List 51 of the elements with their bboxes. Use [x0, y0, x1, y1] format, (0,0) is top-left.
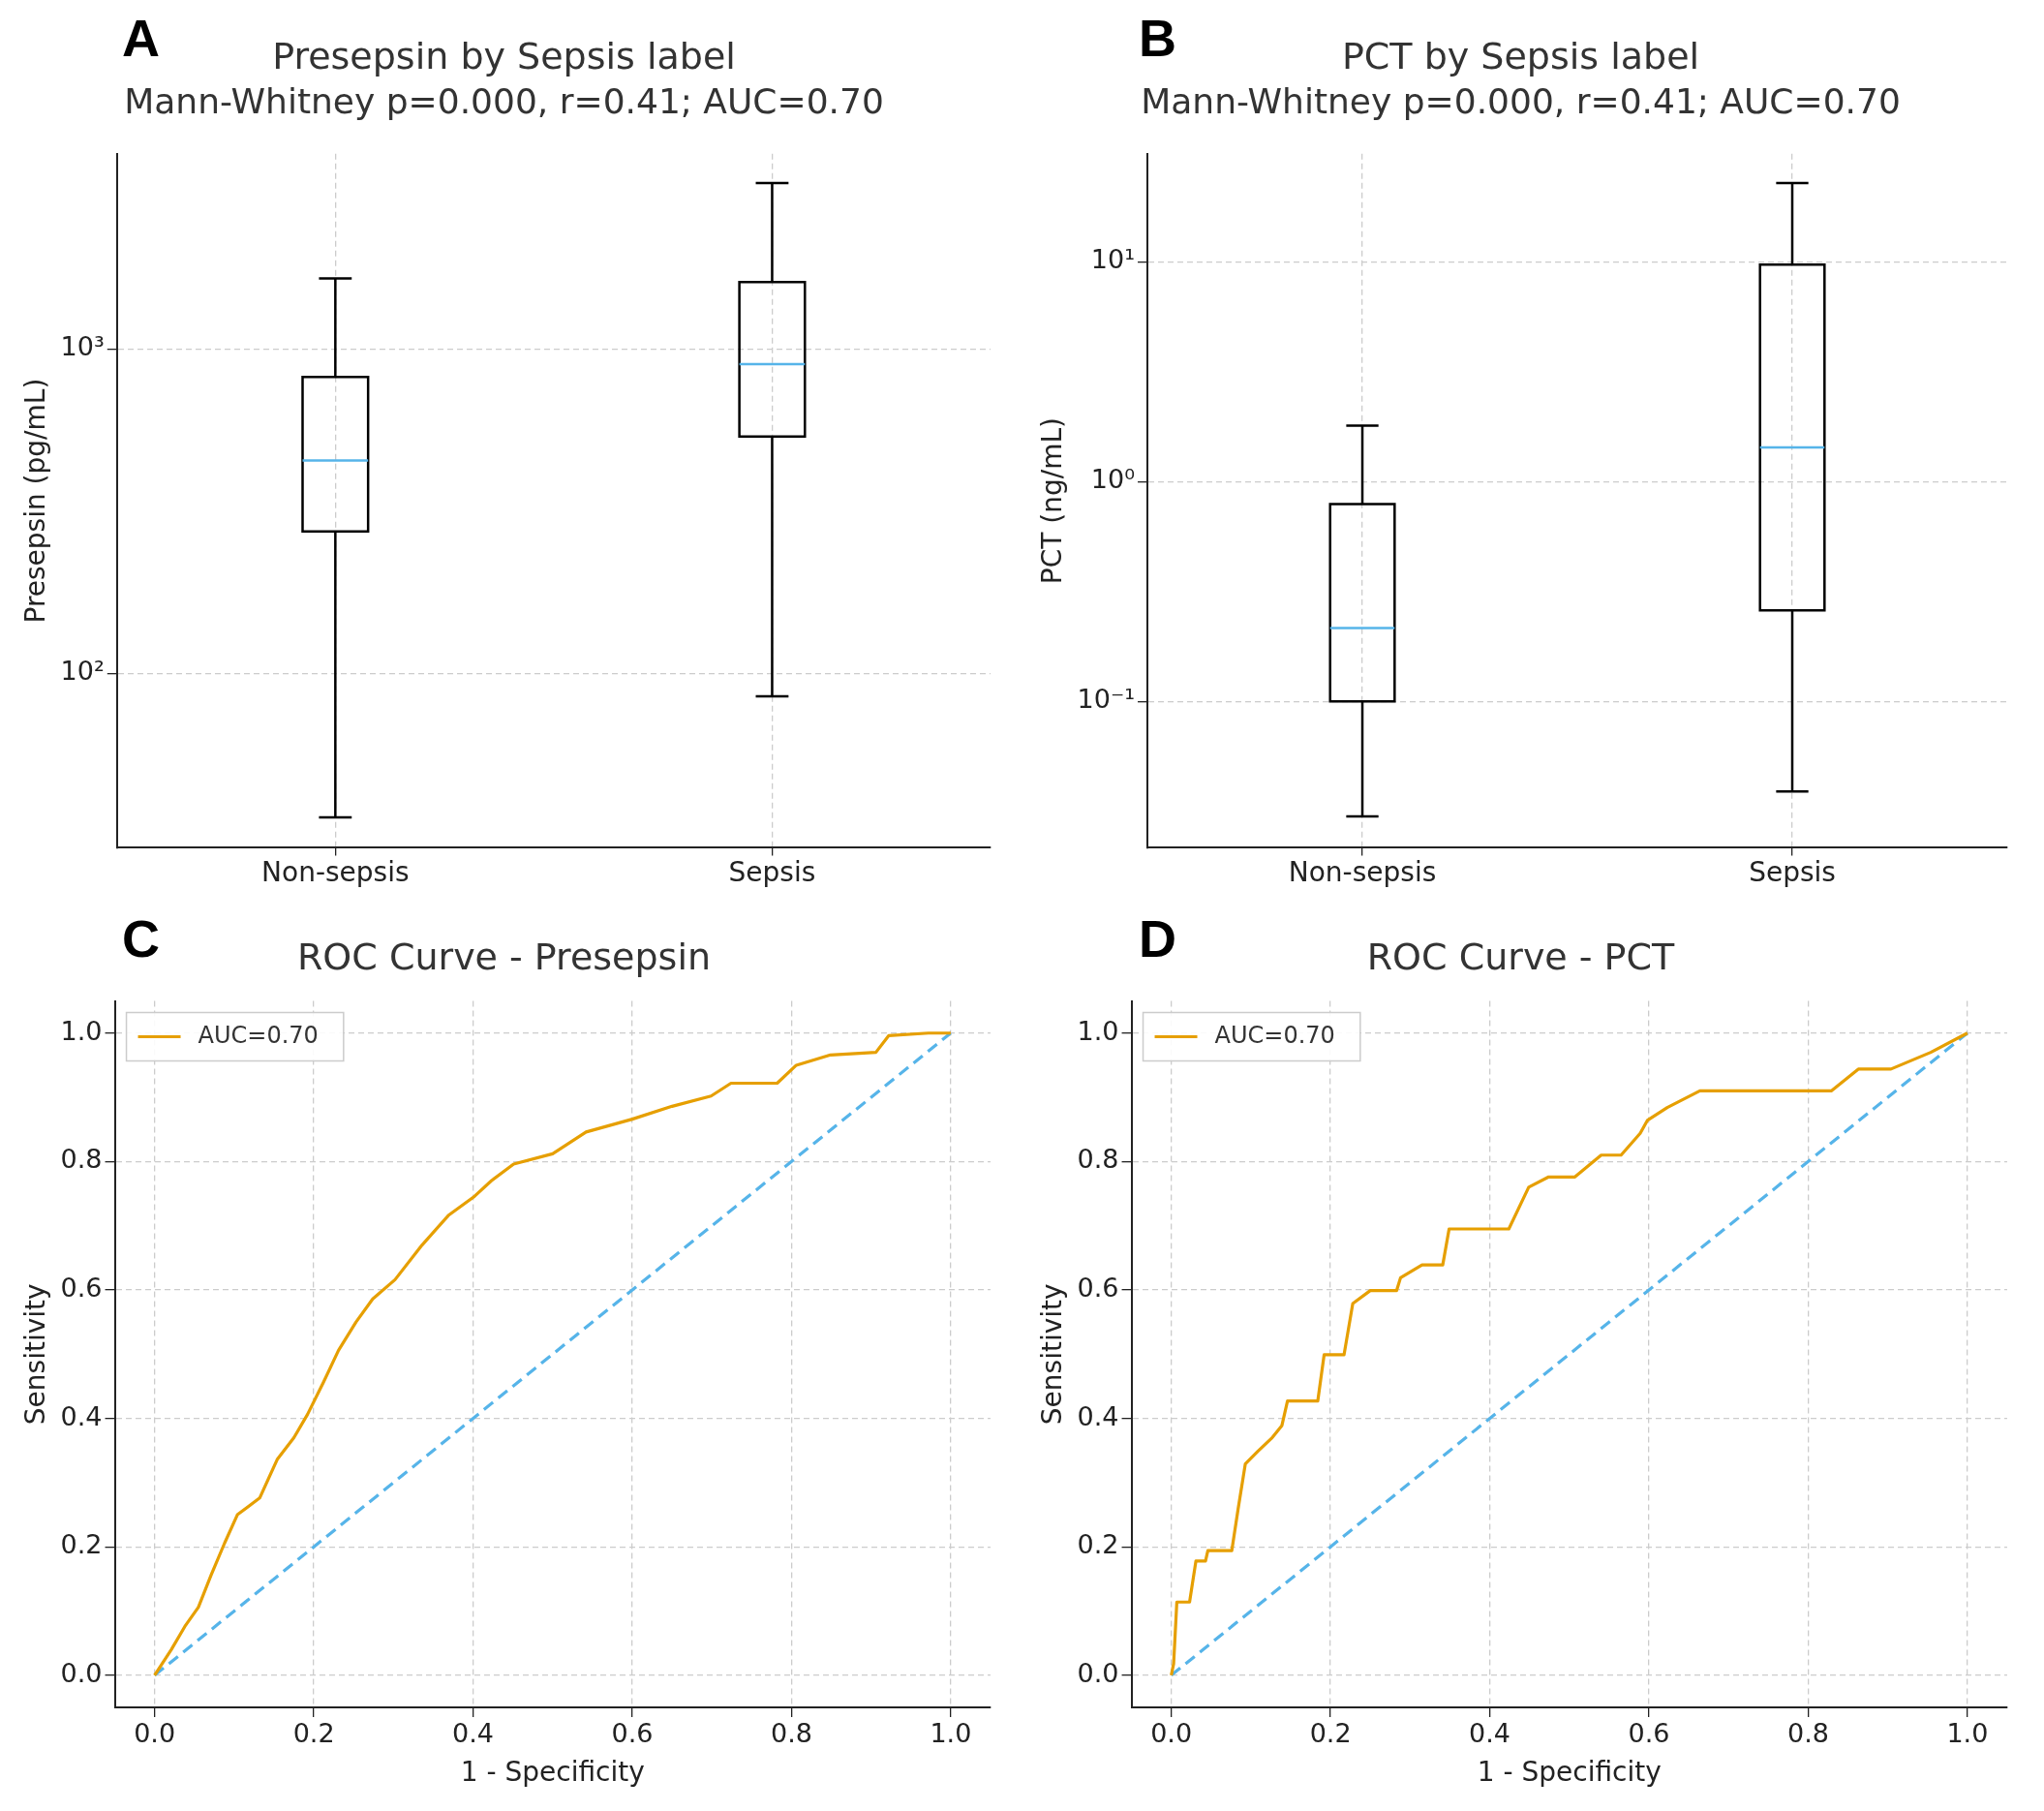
x-tick-label: Non-sepsis	[261, 856, 410, 889]
y-tick-label: 1.0	[60, 1015, 103, 1046]
y-tick-label: 10¹	[1090, 244, 1136, 275]
y-tick-label: 0.6	[60, 1273, 103, 1304]
y-tick-label: 10⁻¹	[1077, 684, 1136, 715]
chart-subtitle: Mann-Whitney p=0.000, r=0.41; AUC=0.70	[1141, 80, 1901, 121]
x-tick-label: 0.8	[770, 1718, 812, 1749]
y-axis-title: Presepsin (pg/mL)	[19, 378, 52, 624]
y-tick-label: 0.4	[60, 1400, 103, 1431]
y-tick-label: 10³	[60, 331, 105, 362]
y-tick-label: 0.2	[60, 1529, 103, 1560]
text: D	[1139, 908, 1176, 967]
chart-title: ROC Curve - PCT	[1366, 935, 1676, 978]
x-axis-title: 1 - Specificity	[1477, 1756, 1662, 1789]
y-tick-label: 0.0	[1077, 1657, 1119, 1688]
x-tick-label: 0.0	[134, 1718, 176, 1749]
y-axis-title: Sensitivity	[1036, 1283, 1069, 1426]
x-tick-label: 0.8	[1786, 1718, 1829, 1749]
x-tick-label: 0.2	[1309, 1718, 1352, 1749]
x-tick-label: Non-sepsis	[1288, 856, 1437, 889]
y-tick-label: 0.8	[1077, 1144, 1119, 1175]
y-tick-label: 0.4	[1077, 1400, 1119, 1431]
x-axis-title: 1 - Specificity	[460, 1756, 645, 1789]
x-tick-label: Sepsis	[728, 856, 816, 889]
text: C	[122, 908, 160, 967]
y-tick-label: 0.8	[60, 1144, 103, 1175]
y-tick-label: 10²	[60, 656, 105, 687]
x-tick-label: 0.0	[1150, 1718, 1193, 1749]
y-tick-label: 1.0	[1077, 1015, 1119, 1046]
chart-title: ROC Curve - Presepsin	[296, 935, 712, 978]
x-tick-label: 1.0	[930, 1718, 972, 1749]
y-axis-title: PCT (ng/mL)	[1036, 417, 1069, 585]
y-axis-title: Sensitivity	[19, 1283, 52, 1426]
y-tick-label: 0.6	[1077, 1273, 1119, 1304]
y-tick-label: 0.0	[60, 1657, 103, 1688]
legend-label: AUC=0.70	[1214, 1021, 1335, 1049]
x-tick-label: 0.4	[452, 1718, 495, 1749]
x-tick-label: 0.6	[611, 1718, 654, 1749]
text: A	[122, 8, 160, 67]
chart-subtitle: Mann-Whitney p=0.000, r=0.41; AUC=0.70	[124, 80, 884, 121]
text: B	[1139, 8, 1176, 67]
y-tick-label: 0.2	[1077, 1529, 1119, 1560]
x-tick-label: 1.0	[1946, 1718, 1989, 1749]
x-tick-label: Sepsis	[1749, 856, 1836, 889]
chart-title: Presepsin by Sepsis label	[272, 34, 736, 77]
legend-label: AUC=0.70	[198, 1021, 319, 1049]
y-tick-label: 10⁰	[1090, 464, 1136, 495]
x-tick-label: 0.6	[1628, 1718, 1670, 1749]
x-tick-label: 0.2	[292, 1718, 335, 1749]
chart-title: PCT by Sepsis label	[1341, 34, 1700, 77]
x-tick-label: 0.4	[1469, 1718, 1511, 1749]
